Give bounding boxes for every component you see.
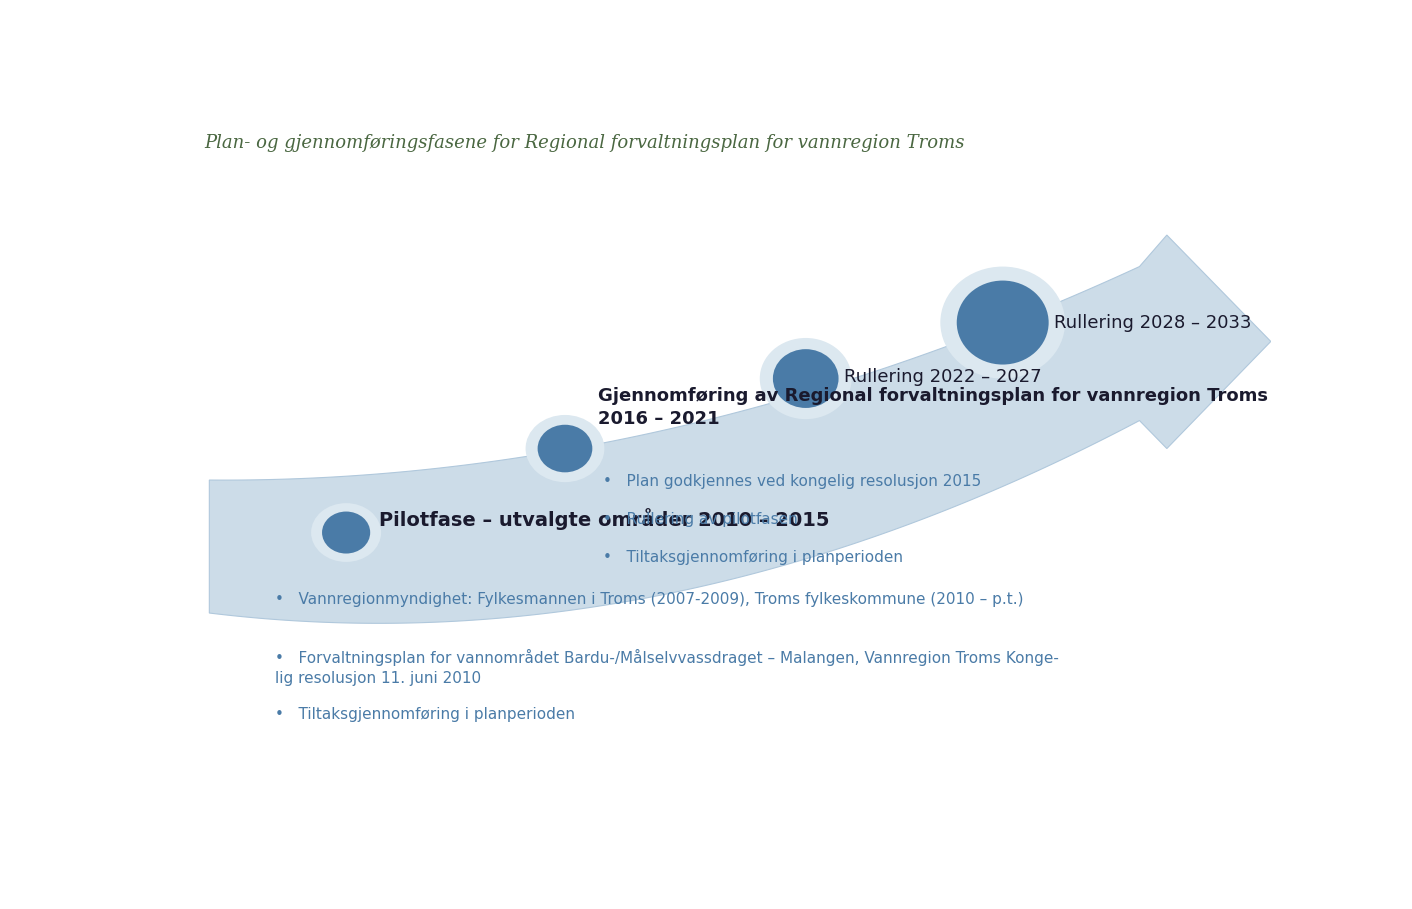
Ellipse shape <box>525 415 604 482</box>
Ellipse shape <box>760 338 851 419</box>
Text: •   Tiltaksgjennomføring i planperioden: • Tiltaksgjennomføring i planperioden <box>603 550 904 565</box>
Text: •   Tiltaksgjennomføring i planperioden: • Tiltaksgjennomføring i planperioden <box>275 707 575 722</box>
Text: Gjennomføring av Regional forvaltningsplan for vannregion Troms
2016 – 2021: Gjennomføring av Regional forvaltningspl… <box>597 386 1268 427</box>
Text: Pilotfase – utvalgte områder 2010 – 2015: Pilotfase – utvalgte områder 2010 – 2015 <box>378 507 829 530</box>
Text: •   Rullering av pilotfasen: • Rullering av pilotfasen <box>603 513 798 527</box>
Ellipse shape <box>957 281 1049 365</box>
Text: •   Vannregionmyndighet: Fylkesmannen i Troms (2007-2009), Troms fylkeskommune (: • Vannregionmyndighet: Fylkesmannen i Tr… <box>275 592 1024 607</box>
Ellipse shape <box>940 266 1065 378</box>
Text: Plan- og gjennomføringsfasene for Regional forvaltningsplan for vannregion Troms: Plan- og gjennomføringsfasene for Region… <box>203 134 964 152</box>
Polygon shape <box>209 235 1271 624</box>
Text: •   Plan godkjennes ved kongelig resolusjon 2015: • Plan godkjennes ved kongelig resolusjo… <box>603 474 981 489</box>
Ellipse shape <box>772 349 839 408</box>
Text: Rullering 2022 – 2027: Rullering 2022 – 2027 <box>844 368 1042 386</box>
Ellipse shape <box>538 425 593 473</box>
Text: Rullering 2028 – 2033: Rullering 2028 – 2033 <box>1055 314 1251 332</box>
Ellipse shape <box>311 504 381 562</box>
Ellipse shape <box>322 512 370 554</box>
Text: •   Forvaltningsplan for vannområdet Bardu-/Målselvvassdraget – Malangen, Vannre: • Forvaltningsplan for vannområdet Bardu… <box>275 649 1059 685</box>
